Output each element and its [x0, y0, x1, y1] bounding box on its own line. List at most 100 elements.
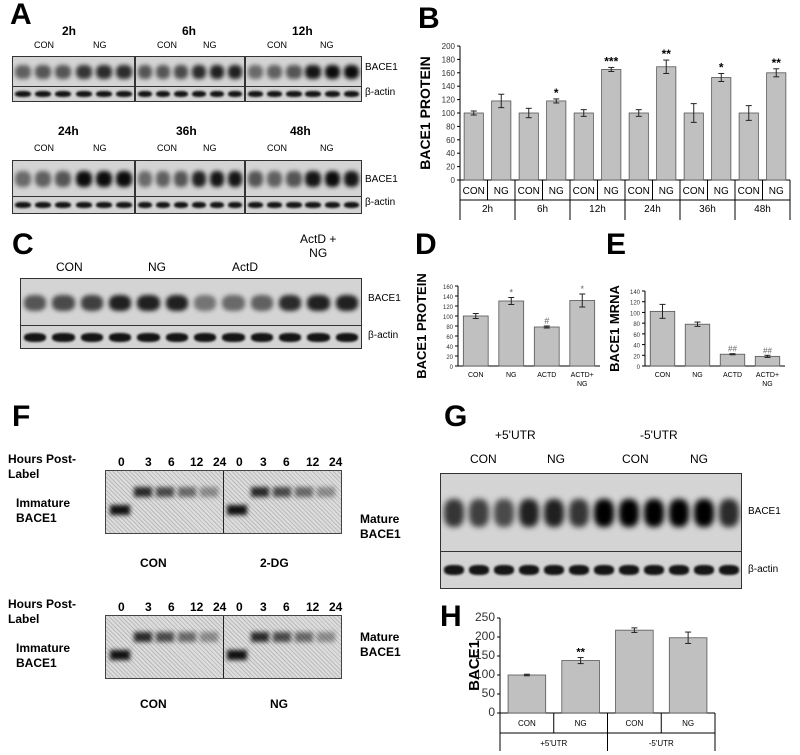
bar: [507, 674, 547, 714]
bace1-label: BACE1: [365, 174, 398, 185]
x-tick-label: NG: [769, 186, 784, 197]
y-tick-label: 80: [633, 322, 640, 328]
bar: [561, 660, 600, 714]
hour-label: 0: [118, 600, 125, 614]
actin-label: β-actin: [368, 330, 399, 341]
band: [80, 294, 104, 311]
x-tick-label: NG: [506, 372, 517, 379]
band: [618, 565, 639, 575]
bace1-blot: [135, 160, 245, 198]
band: [618, 499, 639, 527]
bar: [546, 100, 567, 181]
y-tick-label: 100: [630, 311, 641, 317]
y-tick-label: 100: [443, 315, 454, 321]
bace1-blot: [440, 473, 742, 553]
band: [155, 65, 171, 79]
group-label: 48h: [754, 204, 771, 215]
band: [95, 171, 112, 187]
mature-band: [134, 632, 152, 642]
actin-blot: [135, 86, 245, 102]
bace1-blot: [245, 160, 362, 198]
bace1-blot: [12, 160, 135, 198]
band: [267, 171, 283, 187]
ng-label: NG: [203, 143, 217, 153]
y-tick-label: 0: [488, 705, 495, 719]
chart-e: 0 20 40 60 80 100 120 140 BACE1 MRNA CON NG ## ACTD #…: [607, 285, 785, 388]
band: [137, 171, 153, 187]
band: [209, 171, 225, 187]
group-label: CON: [56, 260, 83, 274]
ng-label: NG: [93, 40, 107, 50]
mature-band: [251, 632, 269, 642]
bar: [719, 353, 746, 367]
band: [155, 202, 171, 208]
mature-band: [273, 632, 291, 642]
band: [693, 565, 714, 575]
band: [593, 499, 614, 527]
con-label: CON: [34, 40, 54, 50]
y-tick-label: 150: [475, 648, 495, 662]
band: [643, 565, 664, 575]
bar: [628, 112, 649, 181]
actin-blot: [20, 325, 362, 349]
y-tick-label: 250: [475, 610, 495, 624]
y-tick-label: 60: [446, 335, 453, 341]
actin-label: β-actin: [365, 87, 396, 98]
band: [173, 171, 189, 187]
y-axis-title: BACE1 PROTEIN: [417, 56, 433, 170]
actin-blot: [245, 196, 362, 214]
band: [335, 294, 359, 311]
mature-bace1-label: Mature BACE1: [360, 630, 401, 659]
x-tick-label: ACTD: [723, 372, 742, 379]
y-tick-label: 140: [442, 82, 456, 91]
group-label: ActD + NG: [300, 232, 337, 260]
band: [191, 202, 207, 208]
band: [568, 499, 589, 527]
band: [35, 171, 52, 187]
mature-band: [178, 487, 196, 497]
x-tick-label: ACTD: [537, 372, 556, 379]
actin-label: β-actin: [748, 564, 779, 575]
hour-label: 3: [260, 600, 267, 614]
band: [493, 499, 514, 527]
group-label: 36h: [699, 204, 716, 215]
y-axis-title: BACE1: [466, 640, 483, 691]
group-label: ActD: [232, 260, 259, 274]
band: [52, 294, 75, 311]
con-label: CON: [34, 143, 54, 153]
band: [543, 499, 564, 527]
hour-label: 3: [145, 600, 152, 614]
band: [568, 565, 589, 575]
y-tick-label: 40: [633, 344, 640, 350]
group-label: -5'UTR: [649, 739, 674, 748]
band: [15, 202, 32, 208]
y-tick-label: 60: [633, 333, 640, 339]
mature-band: [156, 632, 174, 642]
bace1-blot: [12, 56, 135, 88]
band: [95, 91, 112, 97]
y-tick-label: 180: [442, 55, 456, 64]
ng-label: NG: [547, 452, 565, 466]
band: [643, 499, 664, 527]
band: [324, 202, 340, 208]
band: [324, 91, 340, 97]
actin-blot: [440, 551, 742, 589]
hour-label: 6: [168, 600, 175, 614]
x-tick-label: NG: [714, 186, 729, 197]
band: [191, 171, 207, 187]
band: [305, 202, 321, 208]
hour-label: 12: [190, 600, 204, 614]
bar: [518, 112, 539, 181]
time-label: 24h: [58, 124, 79, 138]
band: [155, 91, 171, 97]
y-tick-label: 50: [482, 686, 496, 700]
band: [15, 91, 32, 97]
bar: [668, 637, 708, 714]
y-tick-label: 160: [443, 285, 454, 291]
band: [15, 65, 32, 79]
hour-label: 24: [213, 455, 227, 469]
mature-band: [200, 487, 218, 497]
x-tick-label: NG: [575, 719, 587, 728]
mature-band: [200, 632, 218, 642]
y-tick-label: 40: [446, 345, 453, 351]
